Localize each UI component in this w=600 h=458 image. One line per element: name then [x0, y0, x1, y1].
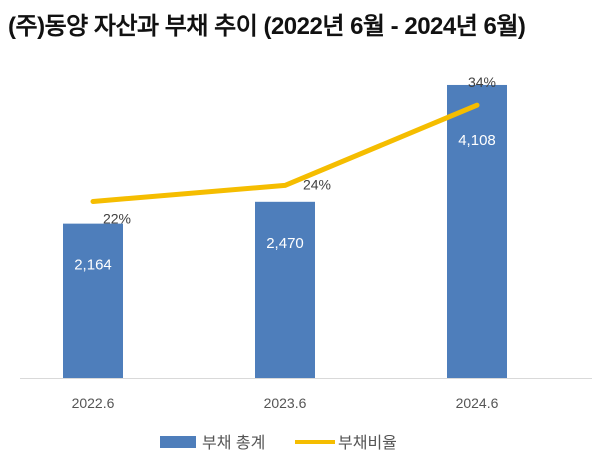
line-value-label: 22% — [103, 210, 131, 226]
legend-label-line: 부채비율 — [338, 434, 397, 452]
chart-title: (주)동양 자산과 부채 추이 (2022년 6월 - 2024년 6월) — [8, 13, 526, 40]
bar-2022.6 — [63, 223, 123, 378]
line-series-debt-ratio — [90, 102, 480, 204]
bar-2024.6 — [447, 84, 507, 378]
bar-value-label: 2,470 — [266, 235, 304, 252]
x-tick-label: 2023.6 — [264, 395, 307, 411]
line-value-label: 24% — [303, 176, 331, 192]
legend: 부채 총계 부채비율 — [160, 434, 397, 452]
bar-value-label: 2,164 — [74, 257, 112, 274]
legend-swatch-bar — [160, 436, 196, 448]
bar-value-label: 4,108 — [458, 132, 496, 149]
x-tick-label: 2024.6 — [456, 395, 499, 411]
bar-2023.6 — [255, 201, 315, 378]
legend-label-bar: 부채 총계 — [202, 434, 265, 452]
x-tick-label: 2022.6 — [72, 395, 115, 411]
line-value-label: 34% — [468, 74, 496, 90]
